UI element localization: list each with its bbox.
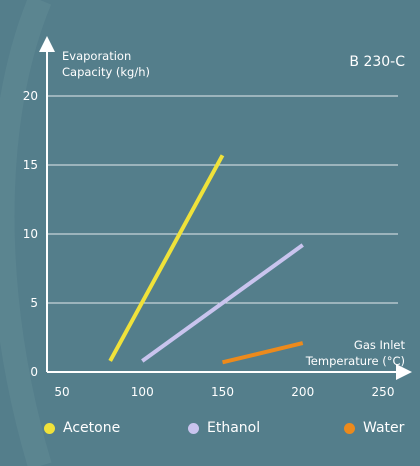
legend-dot-ethanol [188,422,199,434]
y-axis-label-line1: Evaporation [62,49,131,63]
y-tick-label: 0 [30,365,38,379]
y-tick-labels: 0 5 10 15 20 [23,89,38,379]
x-axis-label-line2: Temperature (°C) [305,354,405,368]
legend-item-acetone: Acetone [44,420,120,436]
legend-item-ethanol: Ethanol [188,420,260,436]
legend-label-water: Water [363,420,405,436]
y-tick-label: 10 [23,227,38,241]
x-axis-label-line1: Gas Inlet [354,338,406,352]
x-tick-label: 150 [211,385,234,399]
x-tick-labels: 50 100 150 200 250 [54,385,394,399]
legend-item-water: Water [344,420,404,436]
legend-label-ethanol: Ethanol [207,420,261,436]
x-tick-label: 100 [131,385,154,399]
background-swoosh [0,0,52,466]
x-tick-label: 50 [54,385,69,399]
y-axis-label-line2: Capacity (kg/h) [62,65,150,79]
legend-dot-water [344,422,355,434]
legend-dot-acetone [44,422,55,434]
legend: Acetone Ethanol Water [0,420,420,440]
legend-label-acetone: Acetone [63,420,121,436]
model-label: B 230-C [349,54,405,70]
y-tick-label: 5 [30,296,38,310]
y-tick-label: 15 [23,158,38,172]
series-line-acetone [108,154,225,362]
x-tick-label: 200 [291,385,314,399]
x-tick-label: 250 [372,385,395,399]
y-tick-label: 20 [23,89,38,103]
series-line-ethanol [141,243,304,363]
series-line-water [222,341,304,365]
grid-lines [47,95,398,304]
series-lines [108,154,304,365]
